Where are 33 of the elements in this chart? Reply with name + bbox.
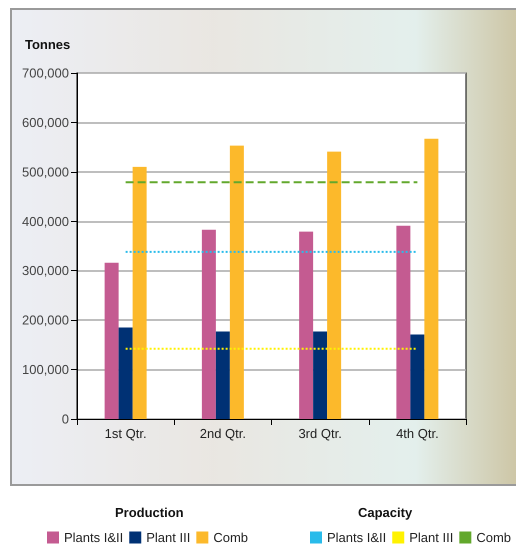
x-tick-label: 3rd Qtr. (298, 426, 342, 441)
y-tick-label: 400,000 (22, 214, 69, 229)
x-tick-label: 2nd Qtr. (200, 426, 246, 441)
bar (313, 332, 328, 419)
y-axis-title: Tonnes (25, 37, 70, 52)
x-tick-label: 1st Qtr. (104, 426, 147, 441)
bar (118, 328, 133, 419)
x-tick-label: 4th Qtr. (396, 426, 439, 441)
y-tick-label: 500,000 (22, 164, 69, 180)
y-tick-label: 600,000 (22, 114, 69, 130)
text: Capacity (358, 505, 413, 520)
y-tick-label: 700,000 (22, 66, 69, 80)
legend-label: Comb (213, 530, 248, 545)
legend-label: Plants I&II (64, 530, 124, 545)
legend-label: Plant III (146, 530, 190, 545)
legend-label: Comb (476, 530, 512, 545)
legend-label: Plant III (409, 530, 454, 545)
bar (396, 226, 410, 419)
y-tick-label: 200,000 (22, 312, 69, 328)
bar (299, 232, 314, 419)
bar (424, 138, 438, 419)
bar (132, 166, 147, 419)
bar (216, 332, 230, 419)
bar (230, 146, 244, 419)
bar (327, 152, 342, 419)
y-tick-label: 300,000 (22, 263, 69, 278)
bar (202, 230, 216, 419)
bar (410, 334, 424, 419)
legend-label: Plants I&II (326, 530, 386, 545)
bar (104, 262, 119, 419)
y-tick-label: 100,000 (22, 362, 69, 378)
text: Production (115, 505, 184, 520)
y-tick-label: 0 (62, 412, 69, 426)
